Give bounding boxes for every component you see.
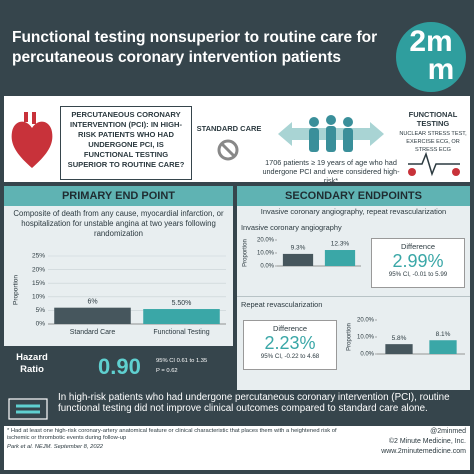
icon-frame [8,398,48,420]
y-tick-label: 15% [32,280,45,287]
y-axis-label: Proportion [243,239,249,267]
electrode [452,168,460,176]
y-tick-label: 10% [32,294,45,301]
y-axis-label: Proportion [13,275,20,305]
primary-heading: PRIMARY END POINT [4,186,233,206]
revascularization-difference: Difference 2.23% 95% CI, -0.22 to 4.68 [243,320,337,370]
conclusion: In high-risk patients who had undergone … [58,392,450,414]
y-tick-label: 5% [36,307,46,314]
angiography-chart: Proportion 0.0% 10.0% 20.0% 9.3% 12.3% [243,238,361,270]
y-tick-label: 20.0% [257,238,275,244]
angiography-title: Invasive coronary angiography [241,223,342,232]
hazard-box: Hazard Ratio 0.90 95% CI 0.61 to 1.35 P … [4,346,233,390]
bar [324,250,356,266]
primary-description: Composite of death from any cause, myoca… [13,209,224,238]
bar [54,307,131,324]
ecg-icon [408,151,460,177]
value-label: 5.8% [392,335,407,342]
angiography-difference: Difference 2.99% 95% CI, -0.01 to 5.99 [371,238,465,288]
divider [237,296,470,297]
vessel [24,112,36,124]
handle: @2minmed [430,428,466,435]
difference-label: Difference [272,324,308,333]
revascularization-chart: Proportion 0.0% 10.0% 20.0% 5.8% 8.1% [347,318,465,358]
population: 1706 patients ≥ 19 years of age who had … [262,158,400,185]
hazard-label: Hazard Ratio [16,352,48,375]
value-label: 6% [87,299,97,306]
y-tick-label: 0.0% [360,352,374,358]
conclusion-band: In high-risk patients who had undergone … [0,392,474,424]
heart-icon [11,112,53,168]
functional-testing-label: FUNCTIONAL TESTING [408,110,458,128]
citation: Park et al. NEJM. September 8, 2022 [7,444,104,450]
bar [143,309,220,324]
y-tick-label: 25% [32,253,45,260]
bar [385,344,413,354]
logo-bottom: m [427,53,455,86]
secondary-description: Invasive coronary angiography, repeat re… [260,207,447,216]
bar [429,340,457,354]
conclusion-icon [8,398,48,420]
hazard-ci: 95% CI 0.61 to 1.35 [156,358,208,364]
footer: * Had at least one high-risk coronary-ar… [4,426,470,470]
difference-ci: 95% CI, -0.01 to 5.99 [388,271,448,278]
header: Functional testing nonsuperior to routin… [0,0,474,92]
no-icon [217,139,239,161]
heart [11,121,53,168]
y-tick-label: 20% [32,266,45,273]
y-tick-label: 0.0% [260,264,274,270]
difference-label: Difference [400,242,436,251]
logo-top: 2m [409,25,453,58]
value-label: 8.1% [436,331,451,338]
ecg-line [408,151,460,177]
hazard-value: 0.90 [98,354,141,379]
y-axis-label: Proportion [347,323,353,351]
no-slash [220,142,236,158]
no-circle [217,139,239,161]
standard-care-label: STANDARD CARE [196,124,262,133]
footnote: * Had at least one high-risk coronary-ar… [7,428,337,441]
primary-panel: PRIMARY END POINT Composite of death fro… [4,186,233,390]
primary-chart: Proportion 0% 5% 10% 15% 20% 25% 6% Standard Car… [13,253,226,336]
secondary-panel: SECONDARY ENDPOINTS Invasive coronary an… [237,186,470,390]
y-tick-label: 10.0% [257,251,275,257]
difference-value: 2.99% [392,251,444,271]
value-label: 9.3% [291,245,306,252]
website: www.2minutemedicine.com [381,448,466,455]
bar [282,253,314,266]
secondary-heading: SECONDARY ENDPOINTS [237,186,470,206]
intro: PERCUTANEOUS CORONARY INTERVENTION (PCI)… [4,96,470,185]
electrode [408,168,416,176]
difference-ci: 95% CI, -0.22 to 4.68 [260,353,320,360]
question: PERCUTANEOUS CORONARY INTERVENTION (PCI)… [60,106,192,180]
x-tick-label: Standard Care [70,329,116,336]
logo: 2m m [396,22,466,92]
people [309,115,353,152]
people-icon [278,115,384,152]
revascularization-title: Repeat revascularization [241,300,323,309]
value-label: 5.50% [172,300,192,307]
hazard-p: P = 0.62 [156,368,178,374]
value-label: 12.3% [331,241,350,248]
difference-value: 2.23% [264,333,316,353]
y-tick-label: 10.0% [357,335,375,341]
copyright: ©2 Minute Medicine, Inc. [388,438,466,445]
functional-testing-detail: NUCLEAR STRESS TEST, EXERCISE ECG, OR ST… [399,131,467,153]
title: Functional testing nonsuperior to routin… [12,29,378,66]
x-tick-label: Functional Testing [153,329,209,336]
y-tick-label: 20.0% [357,318,375,324]
y-tick-label: 0% [36,321,46,328]
